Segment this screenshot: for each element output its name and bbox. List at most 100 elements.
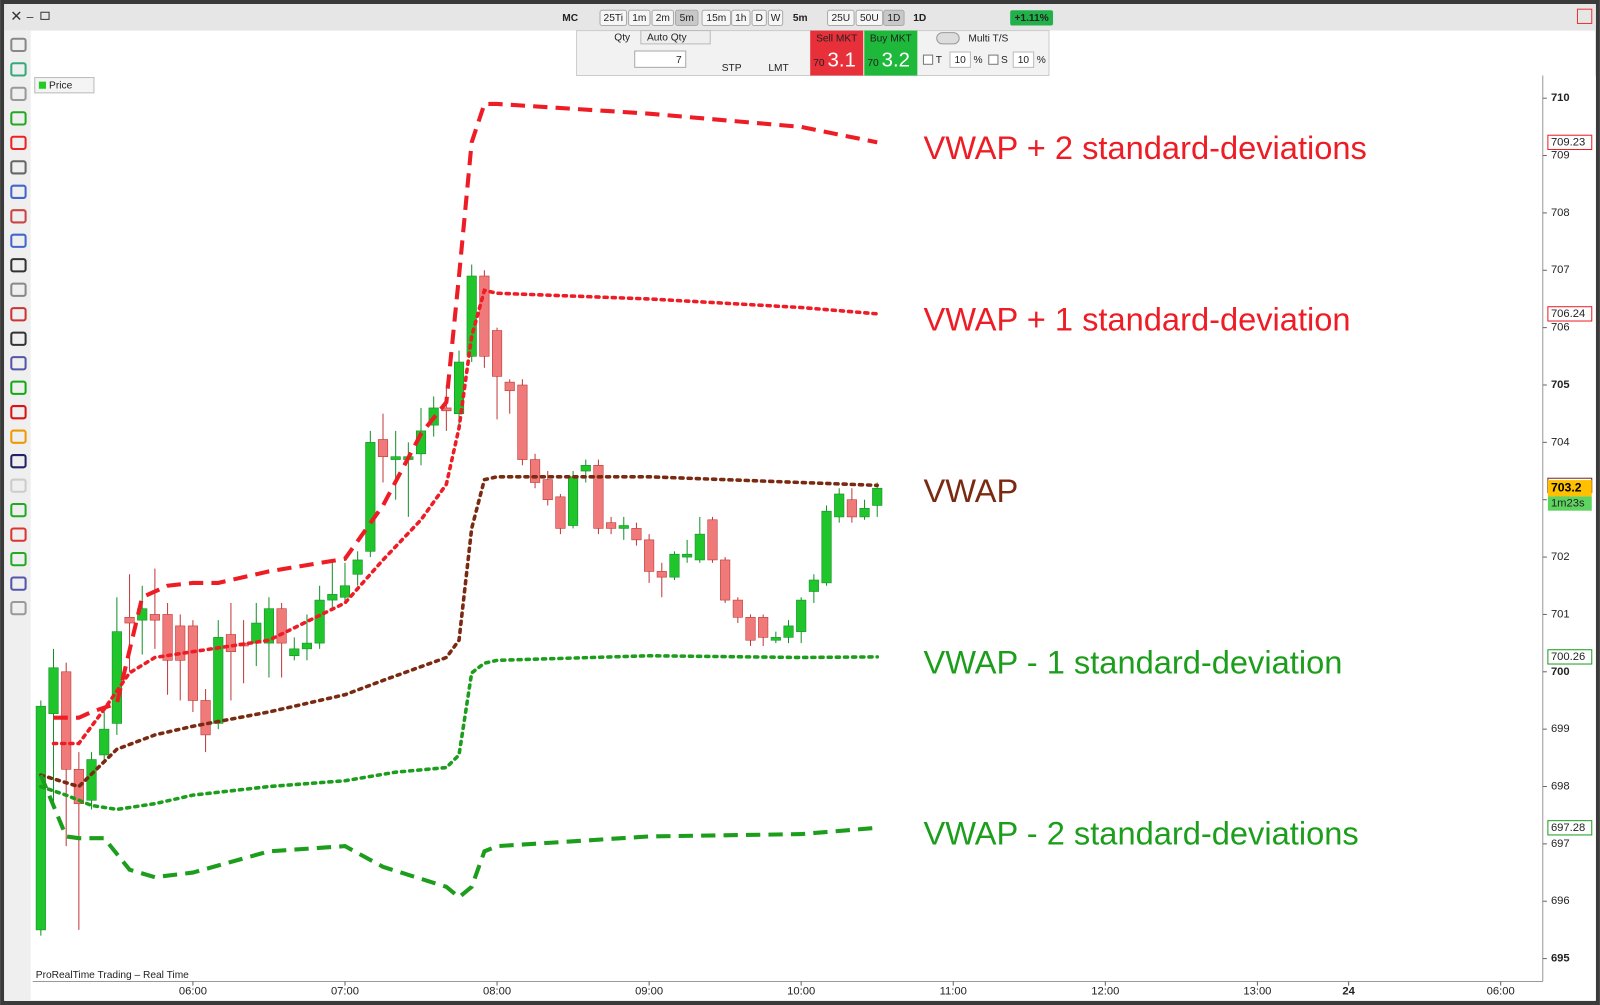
price-marker: [1547, 649, 1593, 665]
candle-body: [631, 528, 642, 541]
timeframe-button[interactable]: [731, 9, 751, 27]
timeframe-button[interactable]: [751, 9, 767, 27]
toggle[interactable]: [936, 32, 960, 45]
tool-icon[interactable]: [10, 86, 27, 102]
timeframe-button[interactable]: [628, 9, 651, 27]
tool-icon[interactable]: [10, 282, 27, 297]
tool-icon[interactable]: [10, 111, 27, 126]
x-tick-label: 10:00: [787, 986, 815, 998]
instrument[interactable]: MC: [562, 13, 578, 24]
price-tab[interactable]: [34, 77, 95, 94]
ui-layer: MC 25Ti 1m 2m 5m 15m 1h D W 5m 25U 50U 1D 1D +1.11% Qty…: [10, 9, 1054, 616]
sell-price: 3.1: [828, 50, 856, 72]
candle-body: [339, 585, 351, 598]
y-tick-label: 698: [1551, 780, 1570, 792]
tool-icon[interactable]: [10, 233, 27, 248]
timeframe-button[interactable]: [675, 9, 699, 27]
price-marker-label: 709.23: [1551, 136, 1585, 148]
band-line: [39, 475, 880, 789]
change-badge: [1010, 10, 1054, 26]
band-line: [51, 288, 880, 746]
band-line: [39, 653, 880, 812]
candle-body: [187, 625, 198, 701]
tool-icon[interactable]: [10, 454, 27, 469]
y-tick-label: 697: [1551, 838, 1570, 850]
unit-button[interactable]: [855, 9, 884, 27]
pct-sign: %: [1037, 55, 1046, 66]
candle-body: [301, 642, 313, 650]
timeframe-button[interactable]: [651, 9, 674, 27]
candle-body: [796, 599, 807, 632]
close-icon[interactable]: ✕: [10, 9, 22, 25]
candle-body: [758, 616, 769, 638]
timeframe-button[interactable]: [767, 9, 784, 27]
refresh-icon[interactable]: [1576, 8, 1593, 24]
timeframe-button[interactable]: [599, 9, 628, 27]
tool-icon[interactable]: [10, 576, 27, 591]
y-tick-label: 710: [1551, 92, 1570, 104]
tool-icon[interactable]: [10, 37, 27, 53]
x-tick-label: 24: [1342, 986, 1355, 998]
candle-body: [745, 616, 756, 641]
candle-body: [770, 637, 781, 641]
tool-icon[interactable]: [10, 356, 27, 371]
y-tick-label: 706: [1551, 322, 1570, 334]
top-toolbar: [4, 4, 1596, 31]
timeframe-button[interactable]: [701, 9, 732, 27]
checkbox[interactable]: [922, 54, 934, 65]
unit-button[interactable]: [827, 9, 855, 27]
qty-input[interactable]: [634, 50, 687, 68]
candle-body: [669, 553, 680, 578]
tool-icon[interactable]: [10, 258, 27, 273]
buy-button[interactable]: [864, 30, 918, 76]
candle-body: [479, 275, 490, 357]
qty: 7: [676, 55, 682, 66]
lmt[interactable]: LMT: [768, 63, 788, 74]
unit-button[interactable]: [883, 9, 905, 27]
tool-icon[interactable]: [10, 307, 27, 322]
sell-button[interactable]: [810, 30, 864, 76]
stp[interactable]: STP: [722, 63, 742, 74]
tool-icon[interactable]: [10, 135, 27, 150]
tool-icon[interactable]: [10, 160, 27, 175]
tool-icon[interactable]: [10, 62, 27, 77]
x-tick-label: 07:00: [331, 986, 359, 998]
tool-icon[interactable]: [10, 503, 27, 518]
tool-icon[interactable]: [10, 600, 27, 616]
buy-label: Buy MKT: [870, 33, 912, 44]
tool-icon[interactable]: [10, 405, 27, 420]
tool-icon[interactable]: [10, 331, 27, 346]
tool-icon[interactable]: [10, 184, 27, 199]
pct-input[interactable]: [1012, 51, 1035, 68]
candle-body: [276, 608, 287, 644]
min-icon[interactable]: –: [27, 10, 34, 24]
tool-icon[interactable]: [10, 209, 27, 224]
candle-body: [517, 384, 528, 460]
candle-body: [289, 648, 300, 657]
tool-icon[interactable]: [10, 429, 27, 444]
candle-body: [846, 499, 857, 518]
candle-body: [834, 493, 845, 518]
tool-icon[interactable]: [10, 478, 27, 493]
candle-body: [682, 553, 693, 558]
band-line: [38, 774, 878, 900]
candle-body: [504, 381, 515, 392]
candle-body: [327, 594, 338, 601]
auto-qty: Auto Qty: [647, 32, 688, 43]
footer: ProRealTime Trading – Real Time: [36, 970, 189, 981]
period[interactable]: 5m: [793, 13, 808, 24]
timeframe-button-label: 15m: [706, 13, 726, 24]
countdown-box: [1547, 496, 1592, 511]
pct-input[interactable]: [949, 51, 971, 68]
timeframe-button-label: 2m: [656, 13, 670, 24]
tool-icon[interactable]: [10, 527, 27, 542]
checkbox[interactable]: [988, 54, 999, 65]
candle-body: [644, 539, 655, 572]
tool-icon[interactable]: [10, 380, 27, 395]
max-icon[interactable]: [40, 11, 50, 20]
tool-icon[interactable]: [10, 551, 27, 567]
candle-body: [314, 599, 325, 644]
range[interactable]: 1D: [913, 13, 926, 24]
auto-qty-button[interactable]: [640, 30, 711, 45]
